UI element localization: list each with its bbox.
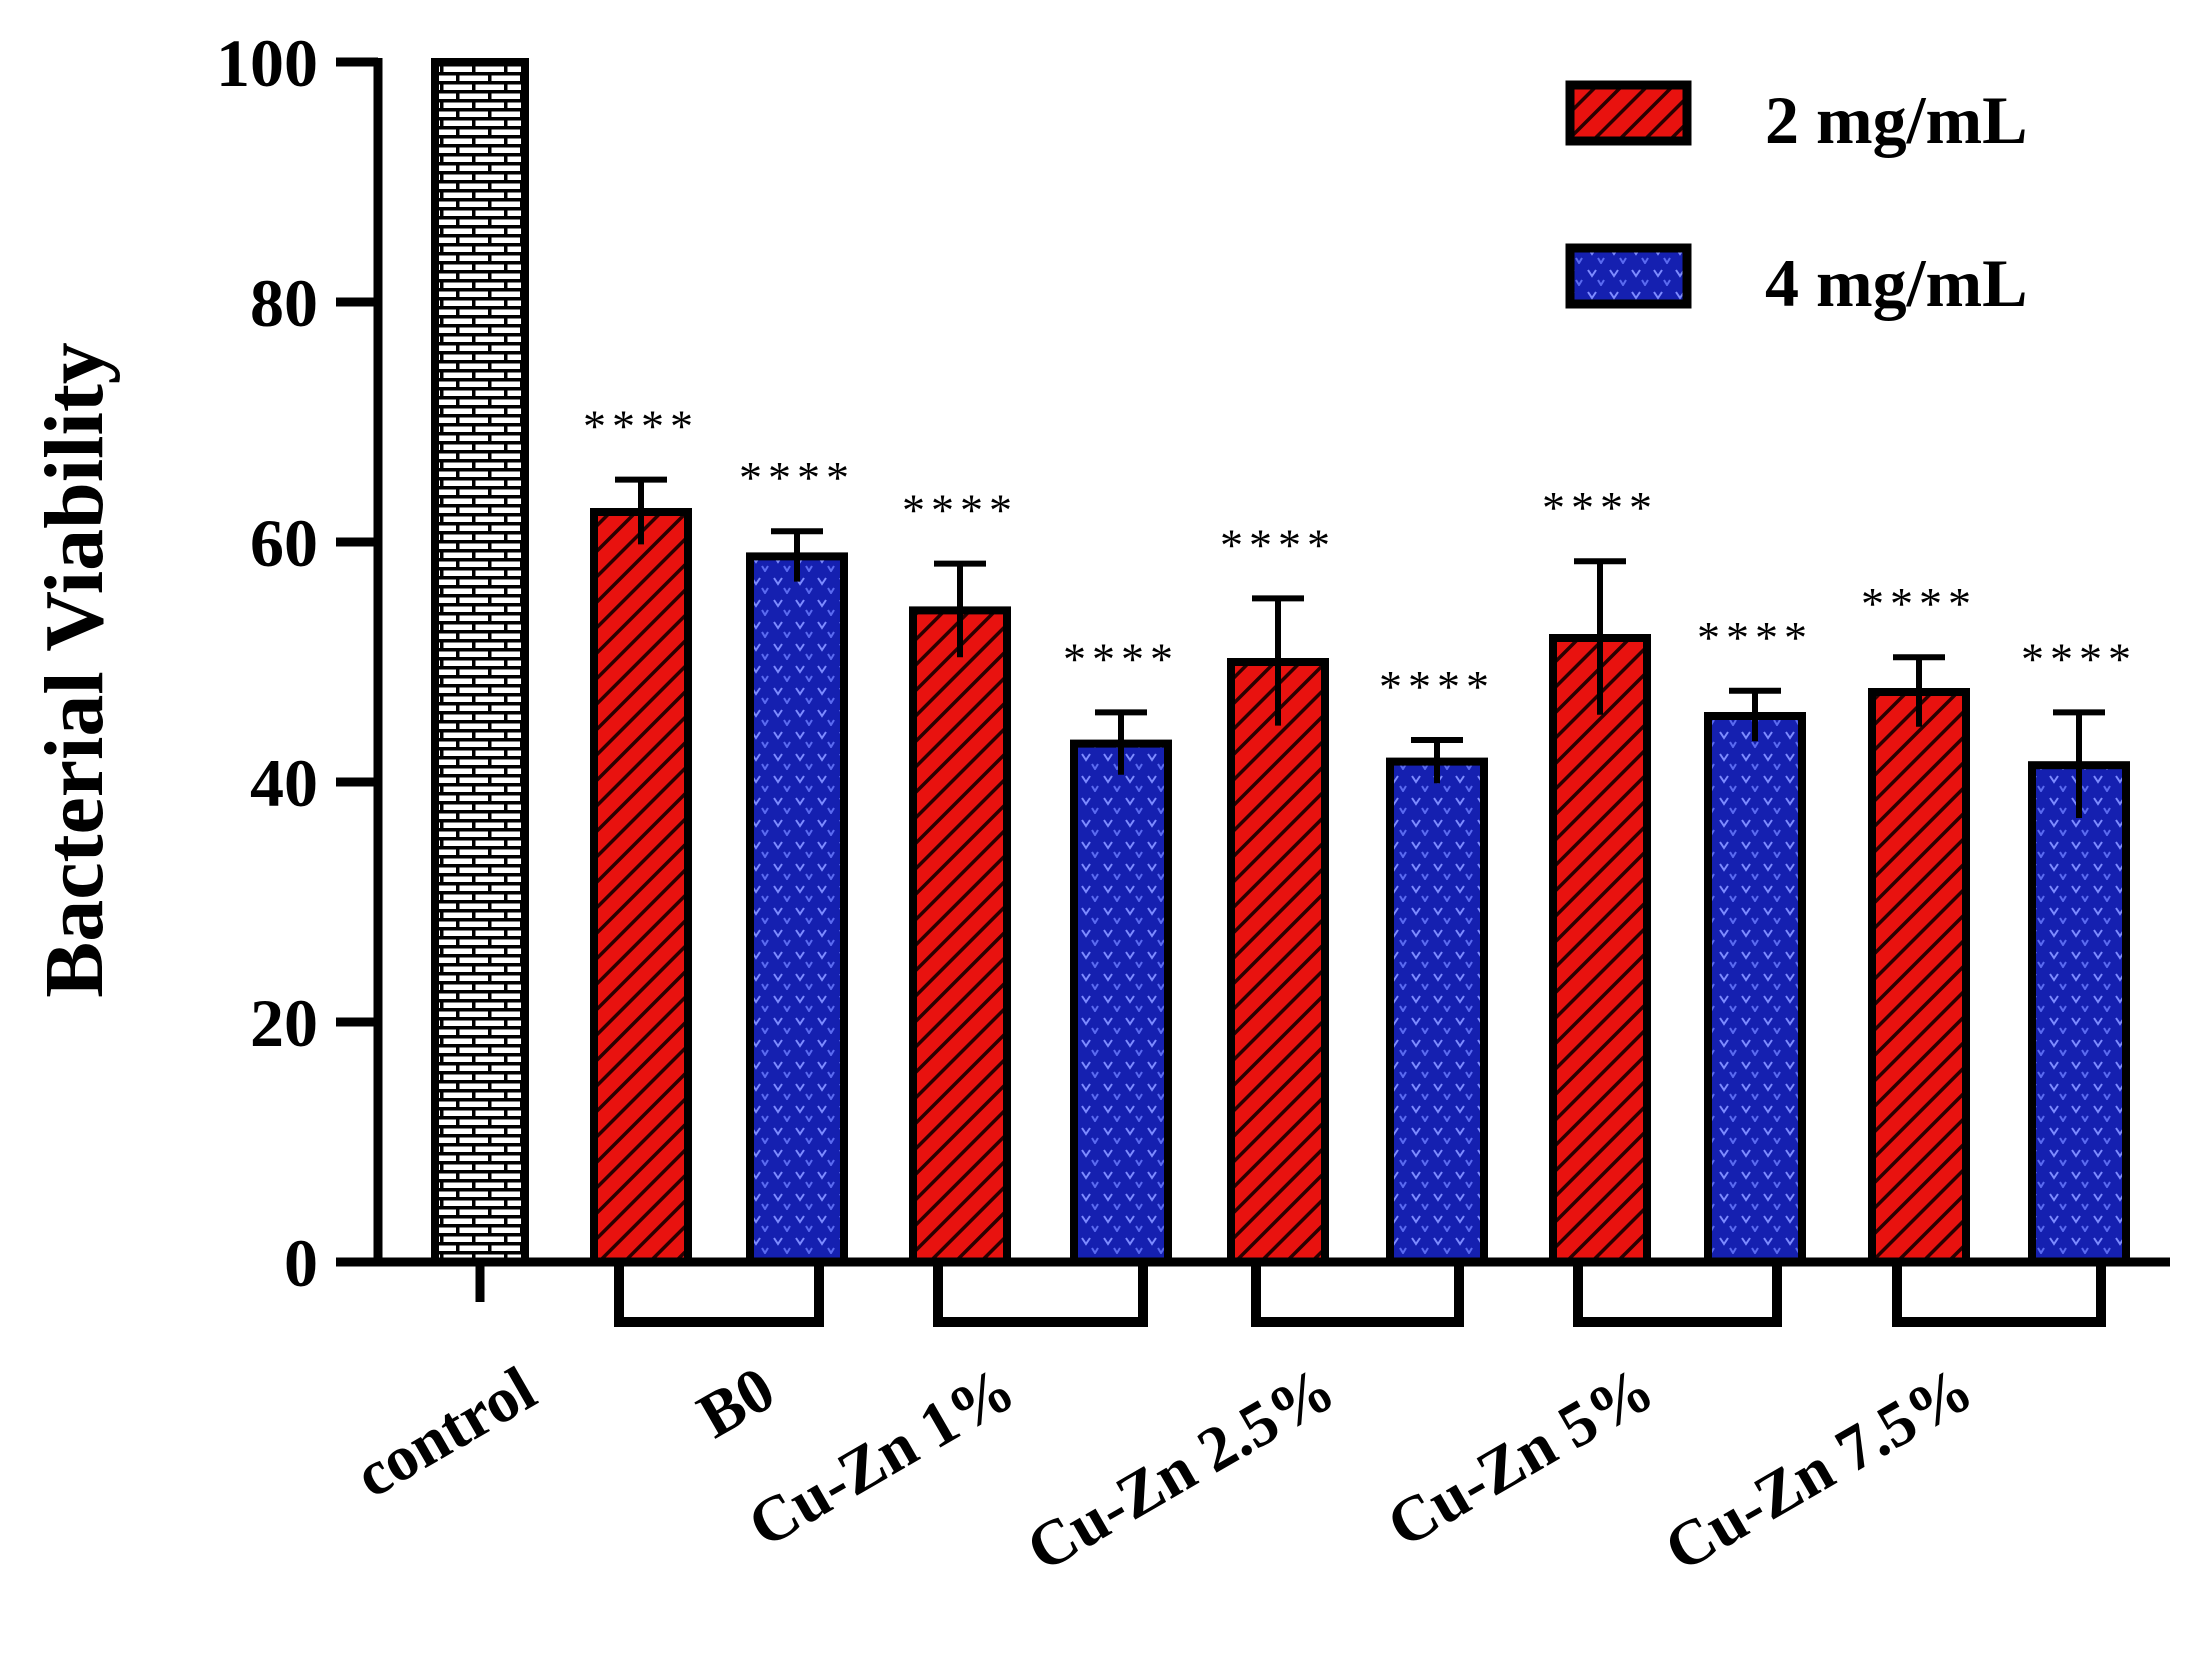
- significance-2mg-2: ****: [902, 485, 1018, 536]
- y-tick-label-60: 60: [250, 505, 318, 581]
- y-tick-label-80: 80: [250, 265, 318, 341]
- x-tick-label-3: Cu-Zn 1%: [736, 1353, 1026, 1561]
- y-axis-title: Bacterial Viability: [28, 342, 121, 998]
- bar-2mg-1: [590, 508, 692, 1266]
- bar-4mg-3: [1386, 757, 1488, 1266]
- bar-2mg-5: [1868, 688, 1970, 1266]
- bar-2mg-2: [909, 606, 1011, 1266]
- significance-4mg-4: ****: [1697, 612, 1813, 663]
- significance-4mg-3: ****: [1379, 661, 1495, 712]
- legend-label-2mg: 2 mg/mL: [1765, 82, 2028, 158]
- significance-2mg-1: ****: [583, 401, 699, 452]
- group-bracket-2: [933, 1262, 1148, 1327]
- y-tick-label-100: 100: [216, 25, 318, 101]
- group-bracket-1: [614, 1262, 824, 1327]
- bar-2mg-3: [1227, 658, 1329, 1266]
- bar-control: [431, 58, 529, 1266]
- x-tick-label-6: Cu-Zn 7.5%: [1653, 1353, 1984, 1585]
- significance-4mg-1: ****: [739, 452, 855, 503]
- bar-4mg-1: [746, 552, 848, 1266]
- bar-4mg-2: [1070, 739, 1172, 1266]
- x-tick-label-1: control: [343, 1353, 547, 1512]
- significance-4mg-2: ****: [1063, 633, 1179, 684]
- x-tick-label-5: Cu-Zn 5%: [1375, 1353, 1665, 1561]
- bar-4mg-5: [2028, 761, 2130, 1266]
- significance-2mg-5: ****: [1861, 578, 1977, 629]
- y-tick-label-40: 40: [250, 745, 318, 821]
- y-tick-label-0: 0: [284, 1225, 318, 1301]
- bar-2mg-4: [1549, 634, 1651, 1266]
- legend: 2 mg/mL 4 mg/mL: [1565, 80, 2028, 321]
- significance-4mg-5: ****: [2021, 633, 2137, 684]
- significance-2mg-3: ****: [1220, 519, 1336, 570]
- legend-swatch-2mg: [1565, 80, 1692, 146]
- group-bracket-5: [1892, 1262, 2106, 1327]
- legend-swatch-4mg: [1565, 243, 1692, 309]
- legend-label-4mg: 4 mg/mL: [1765, 245, 2028, 321]
- y-tick-label-20: 20: [250, 985, 318, 1061]
- bar-4mg-4: [1704, 712, 1806, 1266]
- x-tick-label-4: Cu-Zn 2.5%: [1015, 1353, 1346, 1585]
- group-bracket-4: [1573, 1262, 1782, 1327]
- group-bracket-3: [1251, 1262, 1464, 1327]
- significance-2mg-4: ****: [1542, 482, 1658, 533]
- x-tick-label-2: B0: [686, 1353, 786, 1452]
